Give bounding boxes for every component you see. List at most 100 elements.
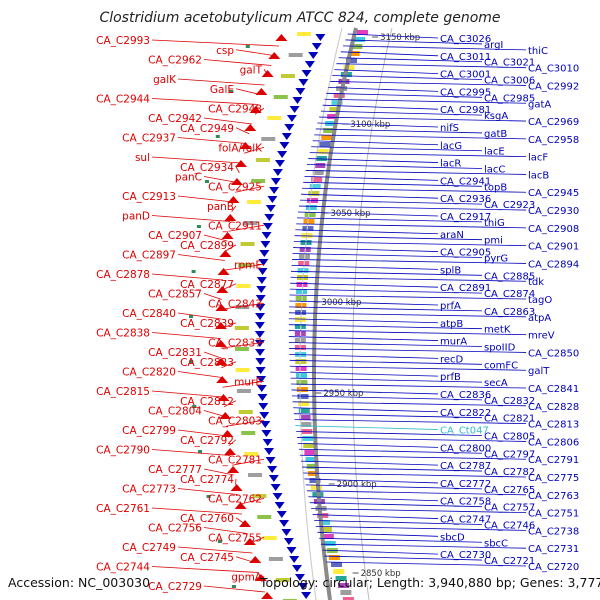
leader-line xyxy=(304,478,439,484)
right-gene-label: CA_C2813 xyxy=(528,420,579,431)
leader-line xyxy=(291,395,483,401)
leader-line xyxy=(322,104,439,110)
gene-arrow xyxy=(289,106,300,113)
feature-band xyxy=(342,597,354,600)
scale-tick-label: 2950 kbp xyxy=(323,389,363,399)
right-gene-label: CA_C2731 xyxy=(528,544,579,555)
leader-line xyxy=(297,211,439,217)
right-gene-label: CA_C2945 xyxy=(528,188,579,199)
feature-band xyxy=(235,305,250,309)
leader-line xyxy=(225,244,237,252)
gene-arrow xyxy=(215,358,228,365)
gene-arrow xyxy=(261,592,274,599)
leader-line xyxy=(290,371,439,377)
leader-line xyxy=(220,341,265,349)
feature-band xyxy=(295,296,307,301)
gene-arrow xyxy=(256,376,267,383)
gene-arrow xyxy=(264,448,275,455)
leader-line xyxy=(291,389,439,395)
feature-band xyxy=(238,410,253,414)
leader-line xyxy=(288,324,483,330)
leader-line xyxy=(222,283,237,291)
feature-band xyxy=(255,158,270,162)
gene-arrow xyxy=(286,547,297,554)
leader-line xyxy=(326,561,527,567)
gene-arrow xyxy=(257,394,268,401)
right-gene-label: CA_C2721 xyxy=(484,556,535,567)
feature-mark xyxy=(191,270,196,273)
gene-arrow xyxy=(297,583,308,590)
gene-arrow xyxy=(281,529,292,536)
feature-band xyxy=(257,515,272,519)
right-gene-label: lacE xyxy=(484,147,505,158)
gene-arrow xyxy=(315,34,326,41)
leader-line xyxy=(292,253,483,258)
right-gene-label: lacR xyxy=(440,159,461,170)
leader-line xyxy=(203,117,253,125)
gene-arrow xyxy=(270,178,281,185)
leader-line xyxy=(177,429,228,437)
gene-arrow xyxy=(304,61,315,68)
leader-line xyxy=(289,353,439,359)
feature-band xyxy=(308,191,320,196)
right-gene-label: atpB xyxy=(440,319,463,330)
gene-arrow xyxy=(269,187,280,194)
leader-line xyxy=(300,193,439,199)
gene-arrow xyxy=(217,394,230,401)
scale-tick-label: 3050 kbp xyxy=(330,209,370,219)
left-gene-label: CA_C2815 xyxy=(96,386,150,398)
right-gene-label: CA_C3021 xyxy=(484,58,535,69)
gene-arrow xyxy=(267,196,278,203)
leader-line xyxy=(151,332,221,339)
leader-line xyxy=(290,282,439,288)
right-gene-label: prfB xyxy=(440,372,461,383)
gene-arrow xyxy=(255,349,266,356)
feature-band xyxy=(320,527,332,532)
leader-line xyxy=(303,472,527,478)
feature-band xyxy=(315,156,327,161)
leader-line xyxy=(317,531,439,537)
leader-line xyxy=(203,176,238,183)
leader-line xyxy=(177,488,238,495)
leader-line xyxy=(326,92,483,98)
left-gene-label: galT xyxy=(240,64,263,76)
gene-arrow xyxy=(260,421,271,428)
gene-arrow xyxy=(219,250,232,257)
left-gene-label: CA_C2993 xyxy=(96,35,150,47)
right-gene-label: lacF xyxy=(528,153,548,164)
leader-line xyxy=(289,306,483,312)
left-gene-label: CA_C2803 xyxy=(208,415,262,427)
feature-band xyxy=(346,58,358,63)
gene-arrow xyxy=(268,475,279,482)
right-gene-label: comFC xyxy=(484,360,518,371)
topology-label: Topology: circular; Length: 3,940,880 bp… xyxy=(260,575,600,590)
scale-tick-label: 3000 kbp xyxy=(321,298,361,308)
gene-arrow xyxy=(259,412,270,419)
leader-line xyxy=(296,223,527,229)
right-gene-label: CA_C2836 xyxy=(440,390,491,401)
leader-line xyxy=(220,322,237,330)
leader-line xyxy=(293,407,439,413)
right-gene-label: murA xyxy=(440,337,467,348)
right-gene-label: CA_C2747 xyxy=(440,515,491,526)
right-gene-label: CA_C2828 xyxy=(528,402,579,413)
feature-band xyxy=(324,541,336,546)
left-gene-label: folA/folK xyxy=(218,142,263,154)
left-gene-label: CA_C2942 xyxy=(148,113,202,125)
feature-band xyxy=(295,359,307,364)
leader-line xyxy=(289,294,527,300)
leader-line xyxy=(288,342,483,347)
left-gene-label: panB xyxy=(207,201,234,213)
feature-band xyxy=(303,219,315,224)
left-gene-label: CA_C2781 xyxy=(208,454,262,466)
right-gene-label: CA_C2822 xyxy=(440,408,491,419)
leader-line xyxy=(228,439,237,447)
leader-line xyxy=(288,330,527,336)
feature-band xyxy=(340,590,352,595)
feature-band xyxy=(295,310,307,315)
leader-line xyxy=(243,146,265,154)
gene-arrow xyxy=(270,484,281,491)
gene-arrow xyxy=(301,70,312,77)
right-gene-label: sbcD xyxy=(440,532,465,543)
